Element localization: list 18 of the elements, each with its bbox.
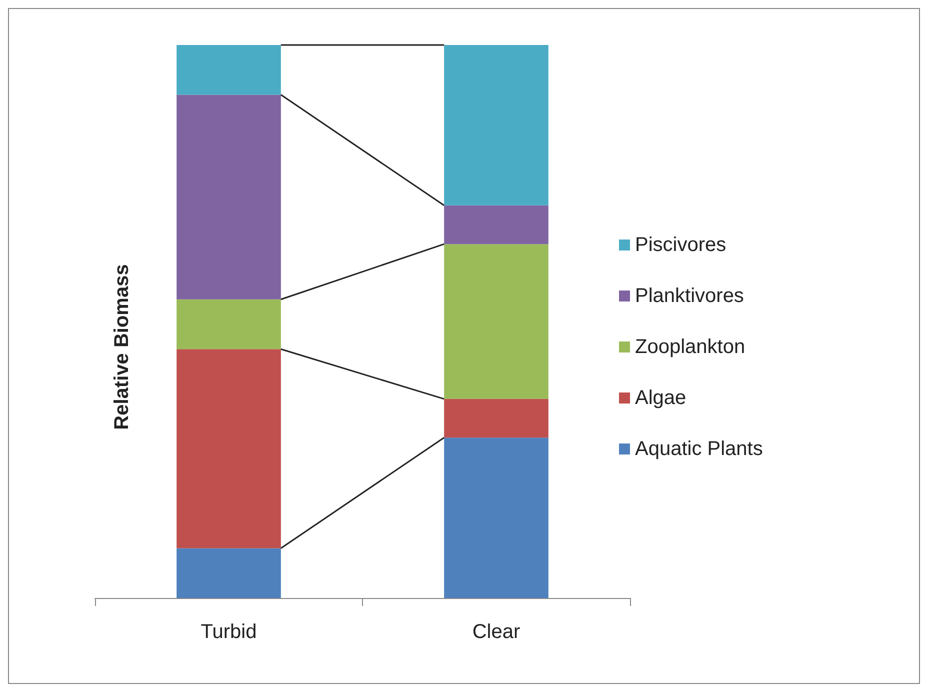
bar xyxy=(176,45,281,95)
bar xyxy=(176,94,281,300)
bar xyxy=(444,45,548,206)
bar xyxy=(176,299,281,350)
legend-label: Planktivores xyxy=(635,285,744,307)
legend-label: Piscivores xyxy=(635,234,726,256)
bar xyxy=(444,205,548,244)
legend-label: Zooplankton xyxy=(635,336,746,358)
x-tick-label: Clear xyxy=(472,621,520,643)
legend-label: Aquatic Plants xyxy=(635,438,763,460)
bar xyxy=(444,244,548,399)
bar xyxy=(176,548,281,598)
bar xyxy=(444,398,548,438)
y-axis-title: Relative Biomass xyxy=(111,264,133,430)
bar xyxy=(444,438,548,598)
x-tick-label: Turbid xyxy=(200,621,257,643)
bar xyxy=(176,349,281,548)
legend-label: Algae xyxy=(635,387,686,409)
